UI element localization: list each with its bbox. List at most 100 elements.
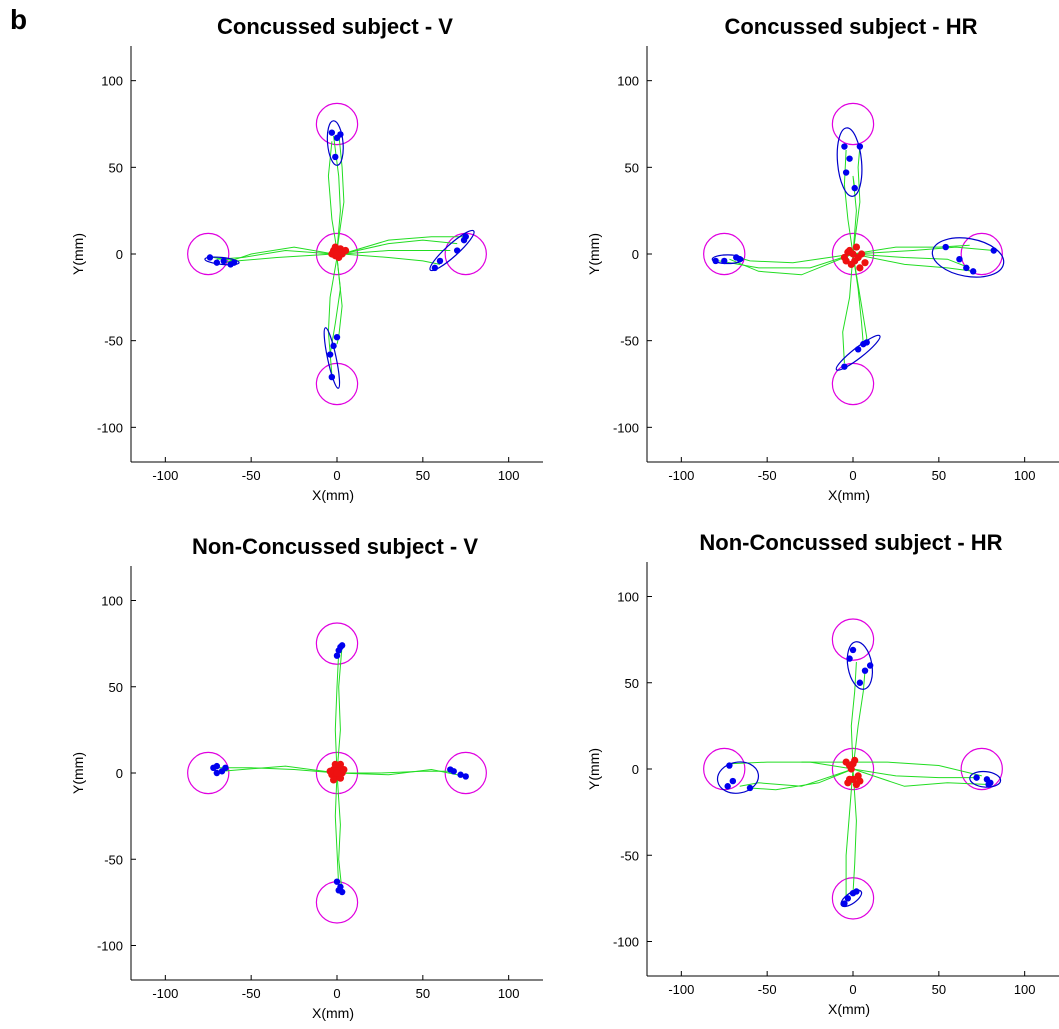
target-circle: [187, 232, 230, 276]
x-tick-label: -100: [152, 986, 178, 1001]
center-marker: [861, 259, 869, 267]
endpoint-marker: [333, 334, 341, 341]
center-marker: [328, 250, 336, 258]
x-tick-label: 50: [932, 982, 946, 997]
y-tick-label: 0: [632, 762, 639, 777]
endpoint-marker: [328, 129, 336, 136]
target-circle: [831, 232, 875, 276]
y-tick-label: 0: [116, 766, 123, 781]
trajectory-line: [749, 768, 854, 791]
endpoint-marker: [712, 257, 719, 265]
y-axis-label: Y(mm): [586, 233, 602, 275]
endpoint-marker: [866, 662, 874, 669]
trajectory-line: [739, 768, 854, 787]
trajectory-line: [213, 253, 334, 262]
endpoint-marker: [220, 257, 227, 265]
trajectory-line: [342, 253, 441, 265]
endpoint-marker: [856, 143, 864, 150]
y-tick-label: 50: [109, 680, 123, 695]
y-tick-label: -100: [613, 420, 639, 435]
center-marker: [852, 243, 861, 251]
y-tick-label: -100: [97, 939, 123, 954]
endpoint-marker: [969, 268, 977, 275]
endpoint-marker: [222, 764, 229, 772]
x-tick-label: 0: [849, 982, 856, 997]
trajectory-line: [719, 253, 854, 269]
endpoint-marker: [729, 777, 737, 785]
endpoint-marker: [746, 784, 754, 792]
dispersion-ellipse: [716, 761, 760, 794]
endpoint-marker: [863, 339, 870, 346]
trajectory-line: [216, 767, 338, 774]
x-tick-label: 100: [498, 468, 520, 483]
trajectory-line: [341, 236, 464, 255]
endpoint-marker: [328, 373, 336, 381]
trajectory-line: [852, 244, 970, 255]
x-axis-label: X(mm): [312, 487, 354, 503]
dispersion-ellipse: [326, 120, 344, 166]
y-tick-label: -100: [613, 935, 639, 950]
endpoint-marker: [854, 346, 862, 353]
x-axis-label: X(mm): [828, 487, 870, 503]
dispersion-ellipse: [840, 889, 863, 908]
endpoint-marker: [853, 888, 860, 895]
target-circle: [315, 102, 359, 146]
trajectory-line: [341, 239, 458, 255]
center-marker: [331, 243, 339, 251]
trajectory-line: [336, 257, 343, 345]
chart-title: Concussed subject - HR: [724, 14, 977, 39]
target-circle: [831, 102, 875, 146]
trajectory-line: [842, 253, 854, 364]
center-marker: [333, 250, 341, 258]
endpoint-marker: [431, 264, 439, 272]
x-tick-label: -50: [242, 986, 261, 1001]
endpoint-marker: [861, 667, 869, 674]
trajectory-line: [342, 250, 451, 255]
endpoint-marker: [326, 351, 334, 358]
trajectory-line: [737, 253, 854, 264]
x-tick-label: 50: [932, 468, 946, 483]
center-marker: [336, 760, 345, 768]
endpoint-marker: [330, 342, 337, 350]
target-circle: [831, 362, 875, 406]
center-marker: [326, 767, 334, 775]
endpoint-marker: [721, 257, 728, 265]
endpoint-marker: [436, 257, 444, 265]
dispersion-ellipse: [835, 334, 881, 371]
y-tick-label: 100: [617, 74, 639, 89]
endpoint-marker: [841, 900, 848, 907]
trajectory-line: [843, 149, 854, 255]
endpoint-marker: [942, 243, 949, 251]
center-marker: [336, 774, 345, 782]
x-tick-label: 50: [416, 986, 430, 1001]
trajectory-line: [852, 768, 989, 787]
y-tick-label: -50: [620, 334, 639, 349]
subplot-concussed-hr: -100 -50 0 50 100 -100 -50 0 50 100 X(mm) Y(mm) Conc…: [586, 14, 1059, 503]
target-circle: [831, 877, 875, 920]
endpoint-marker: [333, 652, 341, 659]
trajectory-line: [845, 768, 854, 901]
endpoint-marker: [213, 769, 221, 777]
x-tick-label: -100: [152, 468, 178, 483]
target-circle: [960, 232, 1003, 276]
endpoint-marker: [841, 363, 848, 370]
y-tick-label: 0: [116, 247, 123, 262]
dispersion-ellipse: [204, 256, 240, 266]
trajectory-line: [852, 670, 866, 770]
trajectory-line: [336, 645, 343, 774]
target-circle: [703, 232, 746, 276]
chart-title: Concussed subject - V: [217, 14, 453, 39]
endpoint-marker: [963, 264, 970, 272]
dispersion-ellipse: [323, 327, 341, 389]
dispersion-ellipse: [969, 770, 1002, 788]
endpoint-marker: [846, 155, 853, 162]
panel-letter: b: [10, 4, 28, 35]
endpoint-marker: [846, 655, 853, 662]
trajectory-line: [336, 772, 343, 893]
endpoint-marker: [462, 773, 469, 780]
x-tick-label: 100: [1014, 468, 1036, 483]
y-tick-label: 0: [632, 247, 639, 262]
endpoint-marker: [450, 768, 457, 775]
center-marker: [331, 760, 339, 768]
center-marker: [329, 776, 338, 784]
